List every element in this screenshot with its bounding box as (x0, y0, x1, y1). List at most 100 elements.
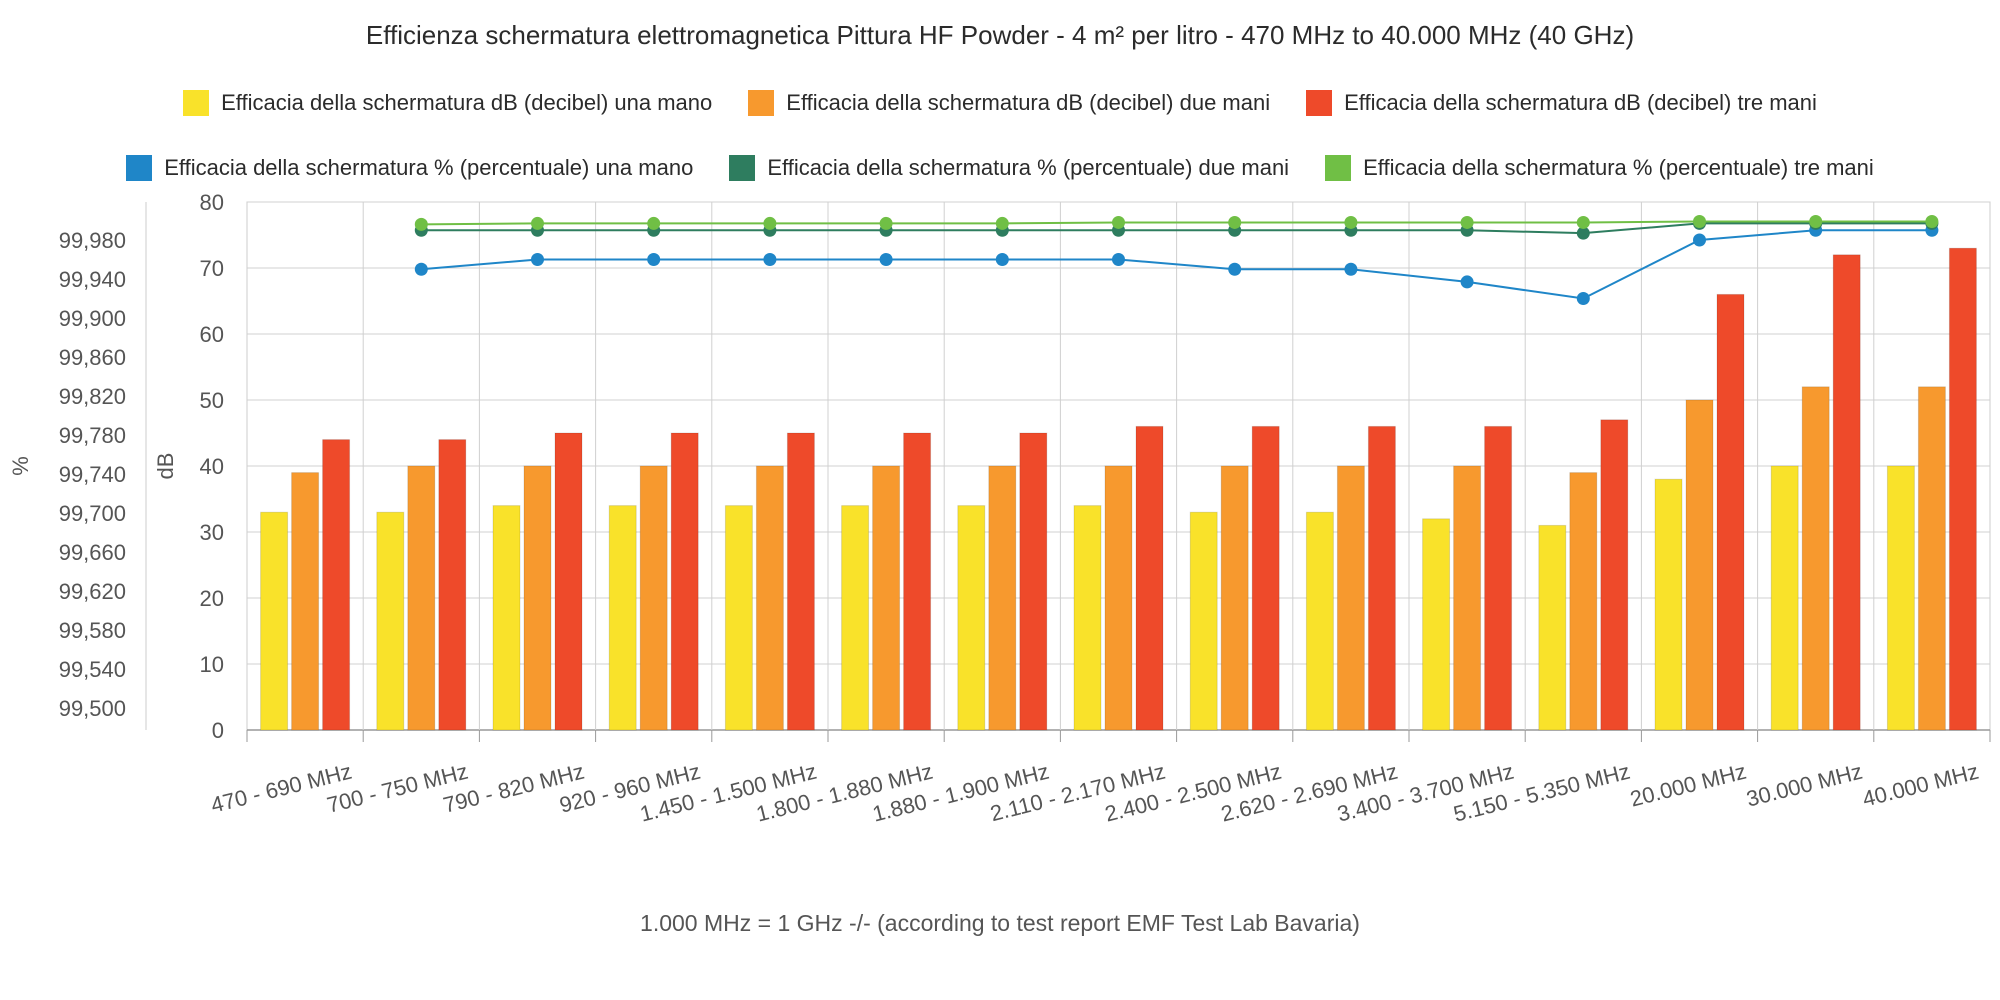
bar (261, 512, 288, 730)
bar (1454, 466, 1481, 730)
percent-tick-label: 99,660 (59, 540, 126, 565)
db-tick-label: 0 (212, 718, 224, 743)
bar (1717, 294, 1744, 730)
bar (1686, 400, 1713, 730)
percent-tick-label: 99,780 (59, 423, 126, 448)
bar (1252, 426, 1279, 730)
percent-tick-label: 99,860 (59, 345, 126, 370)
bar (1771, 466, 1798, 730)
bar (640, 466, 667, 730)
percent-tick-label: 99,900 (59, 306, 126, 331)
bar (1020, 433, 1047, 730)
series-point (1925, 215, 1938, 228)
series-point (880, 217, 893, 230)
db-tick-label: 30 (200, 520, 224, 545)
bar (408, 466, 435, 730)
bar (1074, 506, 1101, 730)
bar (1337, 466, 1364, 730)
chart-footnote: 1.000 MHz = 1 GHz -/- (according to test… (0, 910, 2000, 937)
percent-tick-label: 99,580 (59, 618, 126, 643)
percent-tick-label: 99,540 (59, 657, 126, 682)
percent-tick-label: 99,820 (59, 384, 126, 409)
percent-tick-label: 99,700 (59, 501, 126, 526)
series-point (415, 218, 428, 231)
series-point (1693, 234, 1706, 247)
percent-tick-label: 99,740 (59, 462, 126, 487)
bar (904, 433, 931, 730)
chart-canvas: 0 10 20 30 40 50 60 70 80 99,500 99,540 99,580 99,62… (0, 0, 2000, 1000)
db-tick-label: 40 (200, 454, 224, 479)
bar (1105, 466, 1132, 730)
bar (873, 466, 900, 730)
bar (377, 512, 404, 730)
db-tick-label: 50 (200, 388, 224, 413)
bar (787, 433, 814, 730)
series-point (996, 253, 1009, 266)
bar (1423, 519, 1450, 730)
bar (756, 466, 783, 730)
series-point (1461, 216, 1474, 229)
series-point (647, 253, 660, 266)
bar (1306, 512, 1333, 730)
bar (1539, 525, 1566, 730)
db-tick-label: 60 (200, 322, 224, 347)
percent-tick-label: 99,980 (59, 228, 126, 253)
percent-axis-title: % (8, 456, 33, 476)
series-point (1461, 275, 1474, 288)
series-point (1577, 216, 1590, 229)
bar (1655, 479, 1682, 730)
db-tick-label: 10 (200, 652, 224, 677)
db-tick-label: 80 (200, 190, 224, 215)
bar (609, 506, 636, 730)
bar (989, 466, 1016, 730)
series-point (415, 263, 428, 276)
series-point (1577, 292, 1590, 305)
percent-tick-label: 99,940 (59, 267, 126, 292)
series-point (763, 253, 776, 266)
bar (671, 433, 698, 730)
bar (842, 506, 869, 730)
bar (323, 440, 350, 730)
series-point (647, 217, 660, 230)
series-point (1344, 263, 1357, 276)
bar (1833, 255, 1860, 730)
bar (1221, 466, 1248, 730)
category-label: 30.000 MHz (1744, 759, 1865, 812)
series-point (1228, 263, 1241, 276)
bar (1570, 473, 1597, 730)
category-label: 40.000 MHz (1860, 759, 1981, 812)
series-point (531, 253, 544, 266)
series-point (763, 217, 776, 230)
percent-tick-label: 99,500 (59, 696, 126, 721)
series-point (1228, 216, 1241, 229)
series-point (1112, 216, 1125, 229)
series-point (1693, 215, 1706, 228)
db-tick-label: 70 (200, 256, 224, 281)
series-point (531, 217, 544, 230)
bar-layer (261, 248, 1977, 730)
db-axis-title: dB (153, 453, 178, 480)
bar (1136, 426, 1163, 730)
bar (555, 433, 582, 730)
series-point (1112, 253, 1125, 266)
db-tick-label: 20 (200, 586, 224, 611)
bar (1485, 426, 1512, 730)
series-point (996, 217, 1009, 230)
series-point (1809, 215, 1822, 228)
bar (1368, 426, 1395, 730)
series-point (880, 253, 893, 266)
bar (439, 440, 466, 730)
bar (1949, 248, 1976, 730)
bar (292, 473, 319, 730)
series-point (1344, 216, 1357, 229)
percent-tick-label: 99,620 (59, 579, 126, 604)
category-label: 20.000 MHz (1628, 759, 1749, 812)
bar (1190, 512, 1217, 730)
bar (1802, 387, 1829, 730)
bar (524, 466, 551, 730)
bar (725, 506, 752, 730)
bar (1887, 466, 1914, 730)
bar (958, 506, 985, 730)
bar (1918, 387, 1945, 730)
bar (1601, 420, 1628, 730)
